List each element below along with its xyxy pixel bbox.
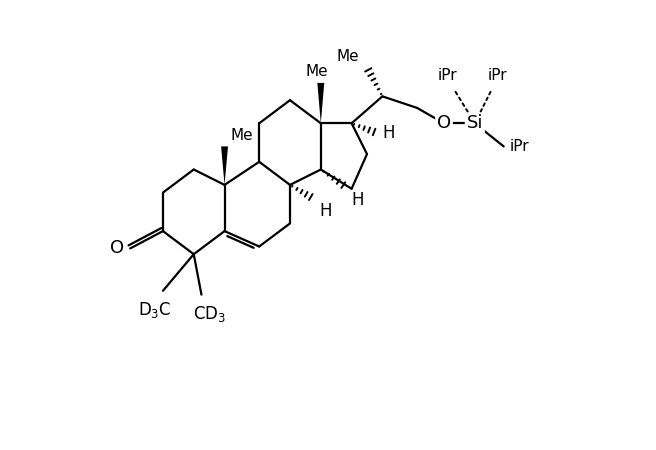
Text: O: O <box>110 239 125 257</box>
Text: Me: Me <box>337 49 359 63</box>
Text: Me: Me <box>306 64 328 79</box>
Text: iPr: iPr <box>438 68 458 83</box>
Text: iPr: iPr <box>510 139 529 154</box>
Text: iPr: iPr <box>488 68 508 83</box>
Text: CD$_3$: CD$_3$ <box>193 304 226 324</box>
Text: Si: Si <box>466 114 483 132</box>
Polygon shape <box>221 146 228 185</box>
Text: O: O <box>437 114 451 132</box>
Text: H: H <box>382 124 395 142</box>
Text: D$_3$C: D$_3$C <box>138 301 172 320</box>
Text: Me: Me <box>230 127 253 143</box>
Polygon shape <box>318 83 324 123</box>
Text: H: H <box>352 191 364 209</box>
Text: H: H <box>319 202 331 220</box>
